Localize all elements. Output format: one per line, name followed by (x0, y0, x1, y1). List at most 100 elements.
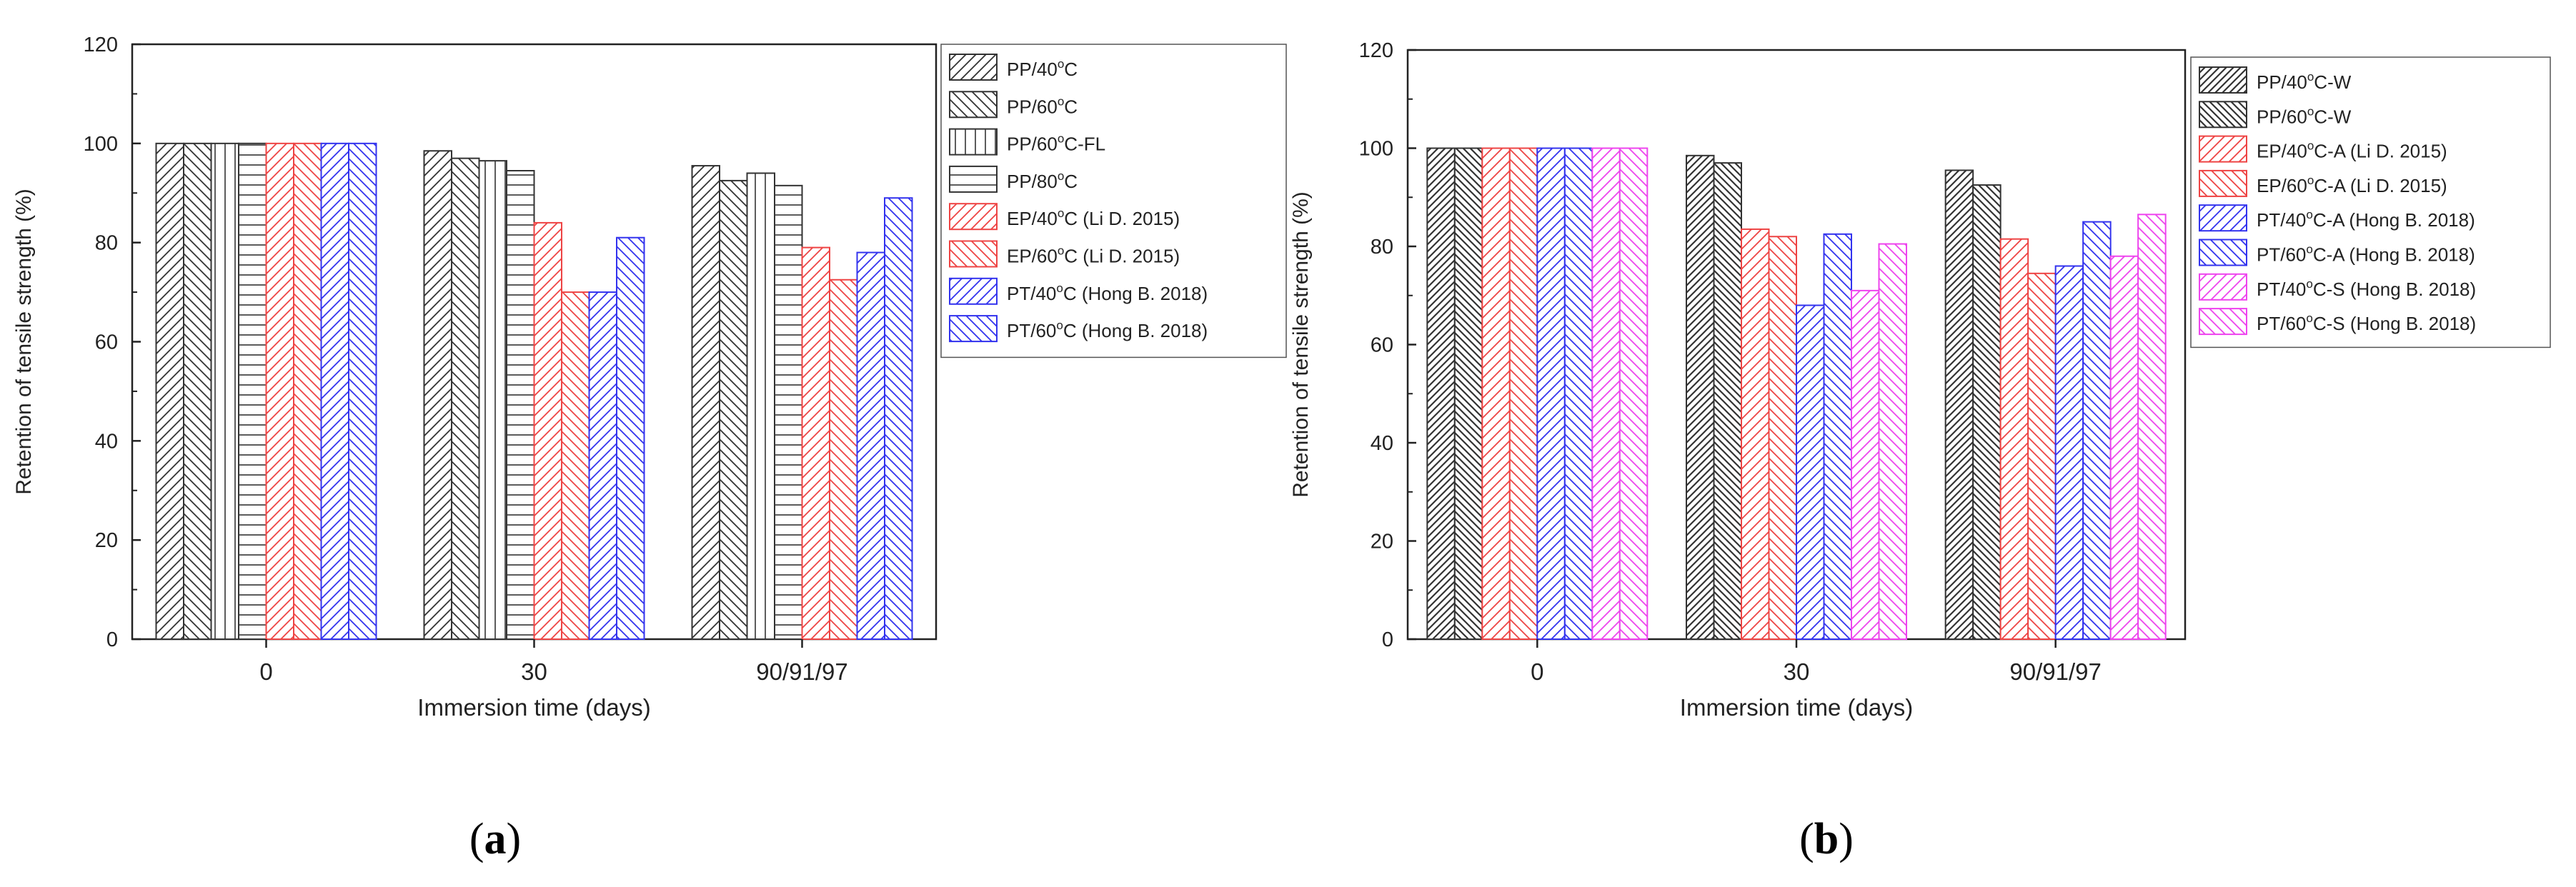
legend-swatch (2199, 273, 2247, 301)
degree-mark: o (1058, 206, 1064, 220)
legend-label: PT/40oC-A (Hong B. 2018) (2257, 208, 2475, 231)
y-axis-label: Retention of tensile strength (%) (12, 189, 36, 495)
legend-label-base: PT/40 (1007, 283, 1056, 304)
legend-label: PT/60oC-S (Hong B. 2018) (2257, 311, 2476, 334)
legend-swatch (949, 315, 998, 343)
legend-swatch (2199, 308, 2247, 336)
bar (265, 142, 294, 641)
y-tick-label: 100 (84, 133, 118, 156)
degree-mark: o (1058, 244, 1064, 258)
legend-label-suffix: C (Li D. 2015) (1064, 246, 1180, 267)
panel-b: 0 20 40 60 80 100 120 0 30 90/91/97 Immersion time… (1289, 39, 2551, 863)
bar (210, 142, 239, 641)
legend-label-suffix: C-S (Hong B. 2018) (2313, 279, 2476, 300)
bar (183, 142, 212, 641)
bar (1426, 147, 1456, 640)
legend-label: PP/60oC (1007, 94, 1078, 117)
legend-box (940, 44, 1287, 359)
legend-label: PP/40oC (1007, 57, 1078, 80)
x-axis-label: Immersion time (days) (1680, 694, 1913, 721)
legend-label-suffix: C (1064, 59, 1078, 80)
legend-swatch (2199, 101, 2247, 129)
legend-swatch (2199, 204, 2247, 232)
legend-swatch (2199, 135, 2247, 163)
bar (2109, 255, 2139, 640)
bar (1591, 147, 1621, 640)
legend-label-base: PT/60 (2257, 244, 2306, 266)
degree-mark: o (1056, 281, 1063, 295)
panel-a: 0 20 40 60 80 100 120 0 30 90/91/97 Immersion time… (12, 34, 1287, 863)
bar (423, 150, 452, 640)
x-tick-label: 90/91/97 (756, 658, 847, 685)
legend-swatch (949, 54, 998, 81)
bar (829, 279, 858, 640)
panel-label: (a) (469, 815, 521, 863)
degree-mark: o (1058, 94, 1064, 108)
degree-mark: o (1058, 132, 1064, 146)
bar (1563, 147, 1593, 640)
x-tick-label: 90/91/97 (2009, 658, 2101, 685)
bar (1536, 147, 1566, 640)
bar (348, 142, 377, 641)
bar (155, 142, 184, 641)
legend-label-suffix: C-W (2314, 71, 2351, 93)
bar (561, 291, 590, 640)
legend-label-base: PT/60 (1007, 320, 1056, 341)
legend-label: PT/60oC-A (Hong B. 2018) (2257, 243, 2475, 266)
bar (1618, 147, 1648, 640)
bar (451, 157, 480, 641)
y-tick-label: 60 (95, 331, 118, 354)
y-tick-label: 40 (1371, 432, 1393, 455)
bar (1508, 147, 1538, 640)
legend-label-base: PP/80 (1007, 171, 1058, 192)
degree-mark: o (2306, 311, 2312, 325)
bar (1823, 233, 1852, 640)
bar (2027, 272, 2057, 640)
bar (533, 221, 562, 640)
degree-mark: o (2306, 243, 2312, 256)
legend-swatch (2199, 169, 2247, 197)
legend-label: PT/60oC (Hong B. 2018) (1007, 319, 1208, 341)
x-tick-label: 30 (1784, 658, 1810, 685)
y-tick-label: 60 (1371, 334, 1393, 357)
legend-label: EP/40oC-A (Li D. 2015) (2257, 139, 2447, 162)
legend-swatch (949, 128, 998, 156)
x-tick-label: 0 (1531, 658, 1543, 685)
degree-mark: o (1056, 319, 1063, 332)
bar (320, 142, 349, 641)
legend-label-base: PT/40 (2257, 209, 2306, 231)
bar (1481, 147, 1511, 640)
bar (801, 246, 830, 640)
degree-mark: o (2307, 70, 2314, 84)
legend-label-suffix: C-FL (1064, 134, 1105, 155)
bar (293, 142, 322, 641)
y-tick-label: 20 (1371, 531, 1393, 553)
bar (691, 165, 720, 640)
degree-mark: o (2307, 104, 2314, 118)
legend-label-base: PT/40 (2257, 279, 2306, 300)
legend-label-suffix: C-A (Hong B. 2018) (2313, 244, 2475, 266)
bar (1741, 228, 1770, 640)
bar (746, 172, 775, 640)
legend-label: PP/60oC-FL (1007, 132, 1105, 155)
bar (478, 160, 507, 641)
legend-label: PT/40oC-S (Hong B. 2018) (2257, 277, 2476, 300)
degree-mark: o (2307, 174, 2314, 187)
legend-label-suffix: C (Hong B. 2018) (1063, 320, 1208, 341)
legend-label-base: EP/60 (1007, 246, 1058, 267)
panel-letter: b (1814, 815, 1839, 863)
legend-label: PP/40oC-W (2257, 70, 2352, 93)
bar (1944, 169, 1974, 640)
bar (1878, 243, 1907, 640)
bar (1453, 147, 1483, 640)
degree-mark: o (2306, 208, 2312, 221)
degree-mark: o (2306, 277, 2312, 291)
y-tick-label: 20 (95, 529, 118, 552)
bar (616, 236, 645, 641)
bar (1796, 304, 1825, 640)
y-tick-label: 80 (1371, 236, 1393, 259)
legend-label-base: PP/40 (1007, 59, 1058, 80)
legend-swatch (2199, 66, 2247, 94)
legend-label-suffix: C-A (Hong B. 2018) (2313, 209, 2475, 231)
